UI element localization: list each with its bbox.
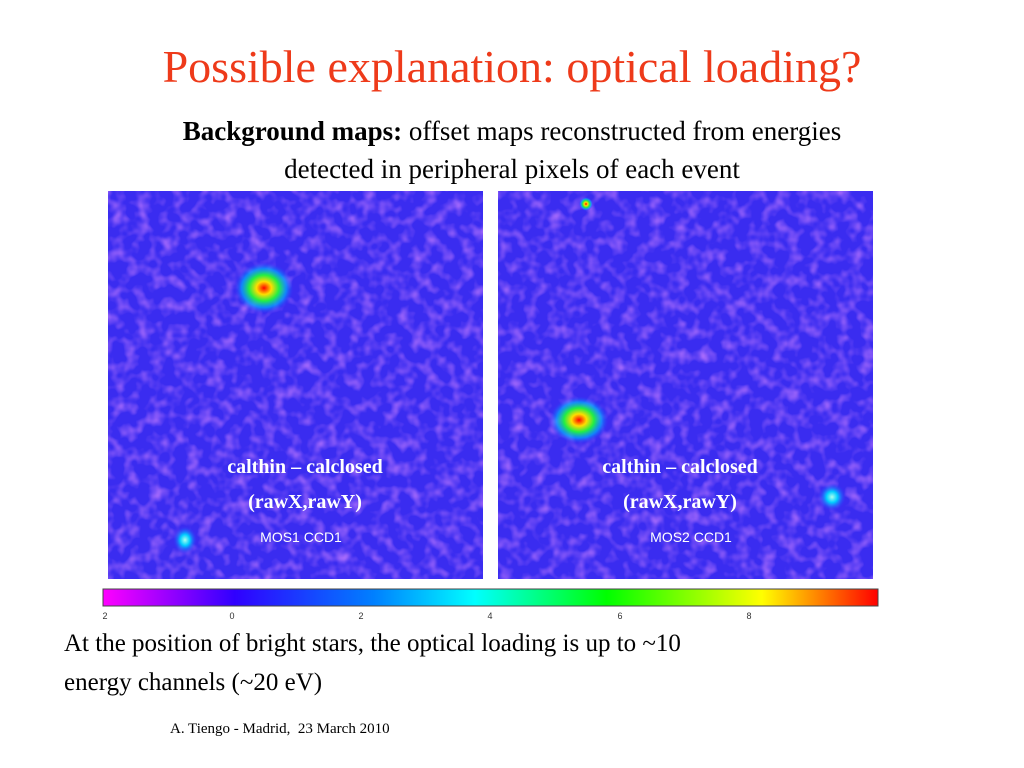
map-left <box>108 191 483 579</box>
panel-label: calthin – calclosed <box>227 456 383 478</box>
subtitle-text: offset maps reconstructed from energies <box>402 116 841 146</box>
subtitle-line2: detected in peripheral pixels of each ev… <box>284 154 740 184</box>
colorbar-tick-label: 8 <box>746 611 751 621</box>
subtitle-bold: Background maps: <box>183 116 402 146</box>
subtitle: Background maps: offset maps reconstruct… <box>183 116 841 146</box>
caption: energy channels (~20 eV) <box>64 669 322 696</box>
map-noise <box>498 191 873 579</box>
map-right <box>498 191 873 579</box>
colorbar-tick-label: 6 <box>617 611 622 621</box>
map-noise <box>108 191 483 579</box>
caption: At the position of bright stars, the opt… <box>64 630 681 657</box>
colorbar-tick-label: 2 <box>358 611 363 621</box>
star <box>818 483 846 511</box>
detector-label: MOS2 CCD1 <box>650 529 732 545</box>
colorbar-tick-label: 2 <box>102 611 107 621</box>
detector-label: MOS1 CCD1 <box>260 529 342 545</box>
colorbar-tick-label: 0 <box>229 611 234 621</box>
panel-label: calthin – calclosed <box>602 456 758 478</box>
colorbar <box>102 588 879 607</box>
panel-label: (rawX,rawY) <box>623 491 737 513</box>
star <box>579 197 593 211</box>
colorbar-tick-label: 4 <box>487 611 492 621</box>
star <box>234 262 294 314</box>
star <box>173 526 197 554</box>
panel-label: (rawX,rawY) <box>248 491 362 513</box>
footer: A. Tiengo - Madrid, 23 March 2010 <box>170 721 390 737</box>
star <box>549 396 609 444</box>
title: Possible explanation: optical loading? <box>163 41 862 92</box>
